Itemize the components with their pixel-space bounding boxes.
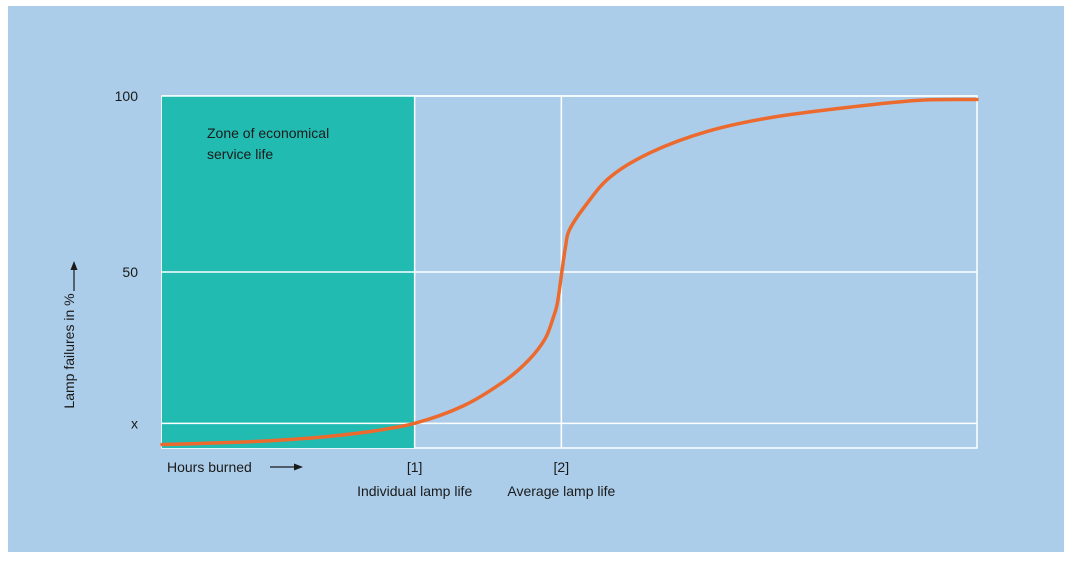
x-marker-label: [2]: [554, 459, 570, 475]
x-marker-labels: [1] Individual lamp life [2] Average lamp l…: [357, 459, 615, 499]
x-marker-caption: Average lamp life: [507, 483, 615, 499]
failure-curve: [160, 97, 979, 447]
x-marker-caption: Individual lamp life: [357, 483, 472, 499]
zone-label-line: Zone of economical: [207, 125, 329, 141]
y-tick-label: 50: [122, 264, 138, 280]
zone-label-line: service life: [207, 146, 273, 162]
y-tick-label: 100: [115, 88, 139, 104]
x-axis-label: Hours burned: [167, 459, 252, 475]
chart-panel: Zone of economical service life 100 50 x [1…: [8, 6, 1064, 552]
failure-curve-chart: Zone of economical service life 100 50 x [1…: [61, 88, 979, 499]
gridlines: [162, 95, 977, 448]
x-marker-label: [1]: [407, 459, 423, 475]
zone-label: Zone of economical service life: [207, 125, 329, 162]
y-tick-labels: 100 50 x: [115, 88, 139, 431]
x-arrow-head: [294, 463, 303, 471]
y-axis-label: Lamp failures in %: [61, 293, 77, 408]
y-tick-label: x: [131, 415, 138, 431]
y-arrow-head: [70, 261, 78, 270]
